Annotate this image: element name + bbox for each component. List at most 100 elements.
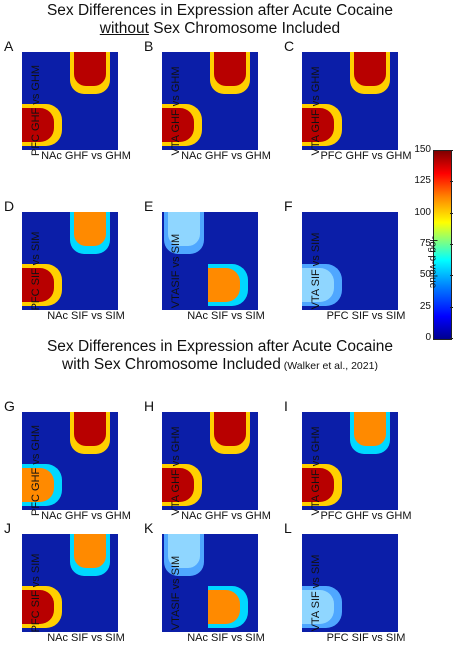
heatmap-signal-core — [302, 108, 334, 142]
heatmap-tile-tr — [68, 212, 118, 262]
panel-x-axis-label: PFC GHF vs GHM — [320, 150, 412, 162]
heatmap-tile-br — [348, 460, 398, 510]
panel-x-axis-label: NAc SIF vs SIM — [187, 310, 265, 322]
panel-letter: A — [4, 38, 14, 54]
section1-title-line2: without Sex Chromosome Included — [0, 20, 440, 38]
panel-h: H VTA GHF vs GHM NAc GHF vs GHM — [144, 398, 289, 548]
colorbar-tick-mark — [450, 275, 453, 277]
panel-letter: F — [284, 198, 293, 214]
heatmap-tile-bl — [302, 582, 352, 632]
panel-i: I VTA GHF vs GHM PFC GHF vs GHM — [284, 398, 429, 548]
heatmap-signal-core — [74, 52, 106, 86]
colorbar-gradient — [433, 150, 452, 340]
panel-x-axis-label: NAc GHF vs GHM — [181, 150, 271, 162]
heatmap-tile-bl — [162, 100, 212, 150]
panel-y-axis-label: VTASIF vs SIM — [170, 233, 182, 309]
heatmap-tile-tr — [348, 212, 398, 262]
panel-l: L VTA SIF vs SIM PFC SIF vs SIM — [284, 520, 429, 670]
heatmap-tile-tr — [208, 212, 258, 262]
panel-letter: L — [284, 520, 292, 536]
heatmap-signal-core — [22, 590, 54, 624]
panel-x-axis-label: PFC SIF vs SIM — [326, 310, 406, 322]
section2-title-text: with Sex Chromosome Included — [62, 356, 281, 373]
panel-letter: E — [144, 198, 154, 214]
heatmap-tile-tr — [348, 412, 398, 462]
heatmap-signal-core — [354, 412, 386, 446]
heatmap-tile-tl — [302, 534, 352, 584]
panel-y-axis-label: VTA SIF vs SIM — [310, 554, 322, 632]
panel-letter: I — [284, 398, 288, 414]
heatmap-tile-bl — [162, 460, 212, 510]
heatmap-tile-tl — [302, 212, 352, 262]
colorbar-tick-mark — [450, 181, 453, 183]
section1-title: Sex Differences in Expression after Acut… — [0, 2, 440, 38]
heatmap-tile-tr — [208, 412, 258, 462]
heatmap-tile-br — [208, 460, 258, 510]
section1-title-line1: Sex Differences in Expression after Acut… — [46, 2, 394, 19]
heatmap-tile-br — [348, 582, 398, 632]
panel-g: G PFC GHF vs GHM NAc GHF vs GHM — [4, 398, 149, 548]
heatmap-tile-tl — [22, 534, 72, 584]
heatmap-signal-core — [74, 212, 106, 246]
panel-x-axis-label: NAc SIF vs SIM — [47, 310, 125, 322]
panel-f: F VTA SIF vs SIM PFC SIF vs SIM — [284, 198, 429, 348]
panel-letter: J — [4, 520, 11, 536]
heatmap-tile-br — [68, 100, 118, 150]
colorbar-tick-label: 125 — [414, 175, 431, 187]
panel-y-axis-label: PFC SIF vs SIM — [30, 231, 42, 311]
heatmap-tile-br — [208, 100, 258, 150]
panel-x-axis-label: NAc GHF vs GHM — [41, 510, 131, 522]
heatmap-tile-bl — [22, 100, 72, 150]
heatmap-tile-tl — [162, 412, 212, 462]
heatmap-signal-core — [22, 108, 54, 142]
colorbar-tick-mark — [450, 306, 453, 308]
panel-d: D PFC SIF vs SIM NAc SIF vs SIM — [4, 198, 149, 348]
heatmap-signal-core — [214, 412, 246, 446]
panel-y-axis-label: VTA GHF vs GHM — [310, 66, 322, 156]
heatmap-signal-core — [208, 268, 240, 302]
section1-title-rest: Sex Chromosome Included — [148, 20, 341, 37]
heatmap-signal-core — [168, 534, 200, 568]
panel-letter: C — [284, 38, 295, 54]
panel-letter: G — [4, 398, 15, 414]
heatmap-signal-core — [22, 468, 54, 502]
panel-c: C VTA GHF vs GHM PFC GHF vs GHM — [284, 38, 429, 188]
panel-k: K VTASIF vs SIM NAc SIF vs SIM — [144, 520, 289, 670]
heatmap-tile-tr — [208, 52, 258, 102]
heatmap-tile-tr — [68, 52, 118, 102]
panel-x-axis-label: NAc GHF vs GHM — [181, 510, 271, 522]
heatmap-signal-core — [354, 52, 386, 86]
colorbar-tick-label: 25 — [419, 300, 431, 312]
panel-x-axis-label: NAc SIF vs SIM — [187, 632, 265, 644]
heatmap-tile-bl — [22, 460, 72, 510]
heatmap-signal-core — [302, 268, 334, 302]
panel-a: A PFC GHF vs GHM NAc GHF vs GHM — [4, 38, 149, 188]
panel-y-axis-label: VTA SIF vs SIM — [310, 232, 322, 310]
heatmap-tile-br — [68, 460, 118, 510]
heatmap-signal-core — [74, 534, 106, 568]
heatmap-tile-br — [68, 582, 118, 632]
panel-b: B VTA GHF vs GHM NAc GHF vs GHM — [144, 38, 289, 188]
heatmap-tile-br — [348, 100, 398, 150]
panel-letter: D — [4, 198, 15, 214]
section2-title-line1: Sex Differences in Expression after Acut… — [46, 338, 394, 355]
section1-title-underlined: without — [99, 20, 149, 37]
panel-y-axis-label: VTA GHF vs GHM — [310, 426, 322, 516]
panel-x-axis-label: PFC SIF vs SIM — [326, 632, 406, 644]
heatmap-tile-bl — [302, 260, 352, 310]
panel-y-axis-label: VTA GHF vs GHM — [170, 426, 182, 516]
panel-letter: K — [144, 520, 154, 536]
heatmap-signal-core — [74, 412, 106, 446]
heatmap-signal-core — [208, 590, 240, 624]
panel-y-axis-label: PFC GHF vs GHM — [30, 424, 42, 516]
colorbar-tick-label: 50 — [419, 269, 431, 281]
colorbar-tick-mark — [450, 244, 453, 245]
panel-j: J PFC SIF vs SIM NAc SIF vs SIM — [4, 520, 149, 670]
colorbar-tick-label: 75 — [419, 238, 431, 249]
colorbar-label: -log p-value — [427, 236, 438, 289]
heatmap-tile-br — [208, 582, 258, 632]
panel-x-axis-label: PFC GHF vs GHM — [320, 510, 412, 522]
panel-y-axis-label: VTA GHF vs GHM — [170, 66, 182, 156]
panel-letter: H — [144, 398, 155, 414]
heatmap-tile-tr — [348, 534, 398, 584]
